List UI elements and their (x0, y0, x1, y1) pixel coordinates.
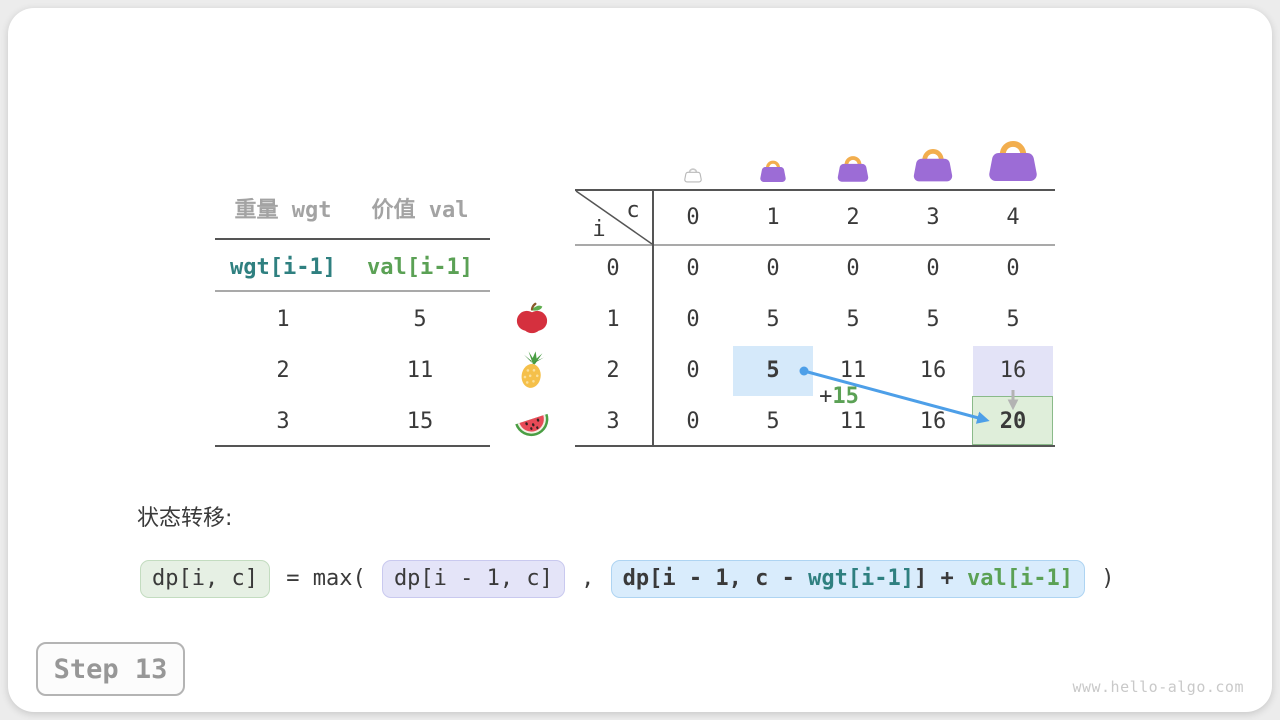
formula-option1-box: dp[i - 1, c] (381, 560, 565, 598)
state-transition-formula: dp[i, c] = max( dp[i - 1, c] , dp[i - 1,… (137, 560, 1115, 598)
items-table-bottom-rule (215, 445, 490, 447)
dp-cell-2-0: 0 (686, 358, 700, 383)
dp-table-bottom-rule (575, 445, 1055, 447)
bag-small-icon (759, 158, 787, 187)
items-table-mid-rule (215, 290, 490, 292)
bag-large-icon (912, 145, 954, 187)
pineapple-icon (514, 350, 550, 394)
bag-empty-icon (684, 166, 702, 187)
formula-option2-val: val[i-1] (967, 566, 1073, 591)
item-2-weight: 2 (276, 358, 290, 383)
dp-row-header-1: 1 (606, 307, 620, 332)
item-2-value: 11 (406, 358, 434, 383)
dp-corner-col-label: c (626, 198, 640, 223)
bag-medium-icon (836, 153, 870, 187)
dp-cell-3-4: 20 (999, 409, 1027, 434)
formula-option2-mid: ] + (914, 566, 968, 591)
formula-option2-wgt: wgt[i-1] (808, 566, 915, 591)
formula-comma: , (567, 566, 608, 591)
dp-col-header-0: 0 (686, 205, 700, 230)
formula-option2-box: dp[i - 1, c - wgt[i-1]] + val[i-1] (610, 560, 1085, 598)
dp-cell-1-4: 5 (1006, 307, 1020, 332)
watermelon-icon (512, 403, 552, 443)
item-1-value: 5 (413, 307, 427, 332)
state-transition-title: 状态转移: (137, 506, 233, 531)
dp-col-header-2: 2 (846, 205, 860, 230)
dp-cell-0-0: 0 (686, 256, 700, 281)
formula-option1: dp[i - 1, c] (393, 566, 553, 591)
items-header-value: 价值 val (371, 198, 469, 223)
apple-icon (515, 301, 549, 339)
dp-table-top-rule (575, 189, 1055, 191)
dp-col-header-4: 4 (1006, 205, 1020, 230)
items-header-weight: 重量 wgt (234, 198, 332, 223)
formula-option2-prefix: dp[i - 1, c - (622, 566, 809, 591)
item-1-weight: 1 (276, 307, 290, 332)
items-index-wgt: wgt[i-1] (230, 255, 336, 280)
dp-cell-2-1: 5 (766, 358, 780, 383)
formula-closing-paren: ) (1088, 566, 1115, 591)
item-3-value: 15 (406, 409, 434, 434)
formula-lhs-box: dp[i, c] (140, 560, 270, 598)
dp-row-header-3: 3 (606, 409, 620, 434)
dp-cell-0-1: 0 (766, 256, 780, 281)
dp-row-header-0: 0 (606, 256, 620, 281)
items-table-top-rule (215, 238, 490, 240)
formula-lhs: dp[i, c] (152, 566, 258, 591)
dp-col-header-1: 1 (766, 205, 780, 230)
dp-cell-0-3: 0 (926, 256, 940, 281)
items-index-val: val[i-1] (367, 255, 473, 280)
dp-cell-0-4: 0 (1006, 256, 1020, 281)
step-badge: Step 13 (36, 642, 185, 696)
dp-cell-3-3: 16 (919, 409, 947, 434)
dp-cell-1-0: 0 (686, 307, 700, 332)
bag-xlarge-icon (987, 136, 1039, 187)
dp-cell-2-2: 11 (839, 358, 867, 383)
dp-cell-2-3: 16 (919, 358, 947, 383)
formula-equals-max: = max( (272, 566, 379, 591)
dp-col-header-3: 3 (926, 205, 940, 230)
figure-card (8, 8, 1272, 712)
transition-value: 15 (832, 384, 859, 409)
dp-cell-3-1: 5 (766, 409, 780, 434)
dp-cell-1-3: 5 (926, 307, 940, 332)
dp-table-header-rule (575, 244, 1055, 246)
dp-cell-1-1: 5 (766, 307, 780, 332)
dp-row-header-2: 2 (606, 358, 620, 383)
dp-cell-1-2: 5 (846, 307, 860, 332)
dp-cell-0-2: 0 (846, 256, 860, 281)
transition-add-label: +15 (819, 386, 859, 408)
transition-plus-sign: + (819, 384, 833, 409)
item-3-weight: 3 (276, 409, 290, 434)
watermark: www.hello-algo.com (1072, 678, 1244, 696)
dp-corner-row-label: i (592, 217, 606, 242)
dp-cell-3-2: 11 (839, 409, 867, 434)
dp-cell-3-0: 0 (686, 409, 700, 434)
dp-cell-2-4: 16 (999, 358, 1027, 383)
dp-table-vertical-rule (652, 189, 654, 447)
